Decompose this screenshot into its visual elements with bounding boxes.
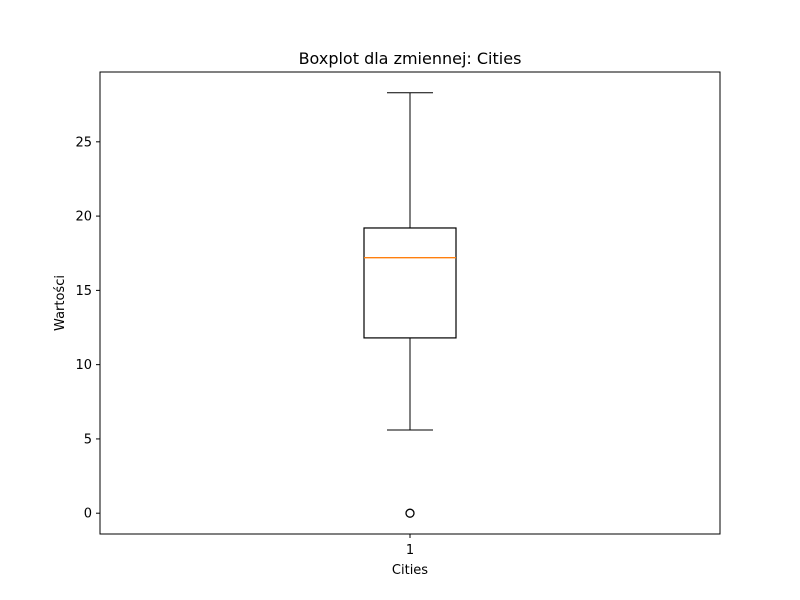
box-group <box>363 92 457 518</box>
box-iqr <box>363 227 457 339</box>
outlier-point <box>405 508 415 518</box>
y-tick-label: 25 <box>75 135 92 150</box>
y-tick-label: 15 <box>75 284 92 299</box>
x-axis: 1 <box>406 534 414 558</box>
y-axis: 0 5 10 15 20 25 <box>75 135 100 522</box>
chart-title: Boxplot dla zmiennej: Cities <box>299 49 522 68</box>
y-tick-label: 20 <box>75 210 92 225</box>
x-axis-title: Cities <box>392 563 428 578</box>
x-tick-label: 1 <box>406 543 414 558</box>
y-tick-label: 10 <box>75 358 92 373</box>
y-tick-label: 5 <box>84 432 92 447</box>
y-tick-label: 0 <box>84 507 92 522</box>
y-axis-title: Wartości <box>53 275 68 331</box>
